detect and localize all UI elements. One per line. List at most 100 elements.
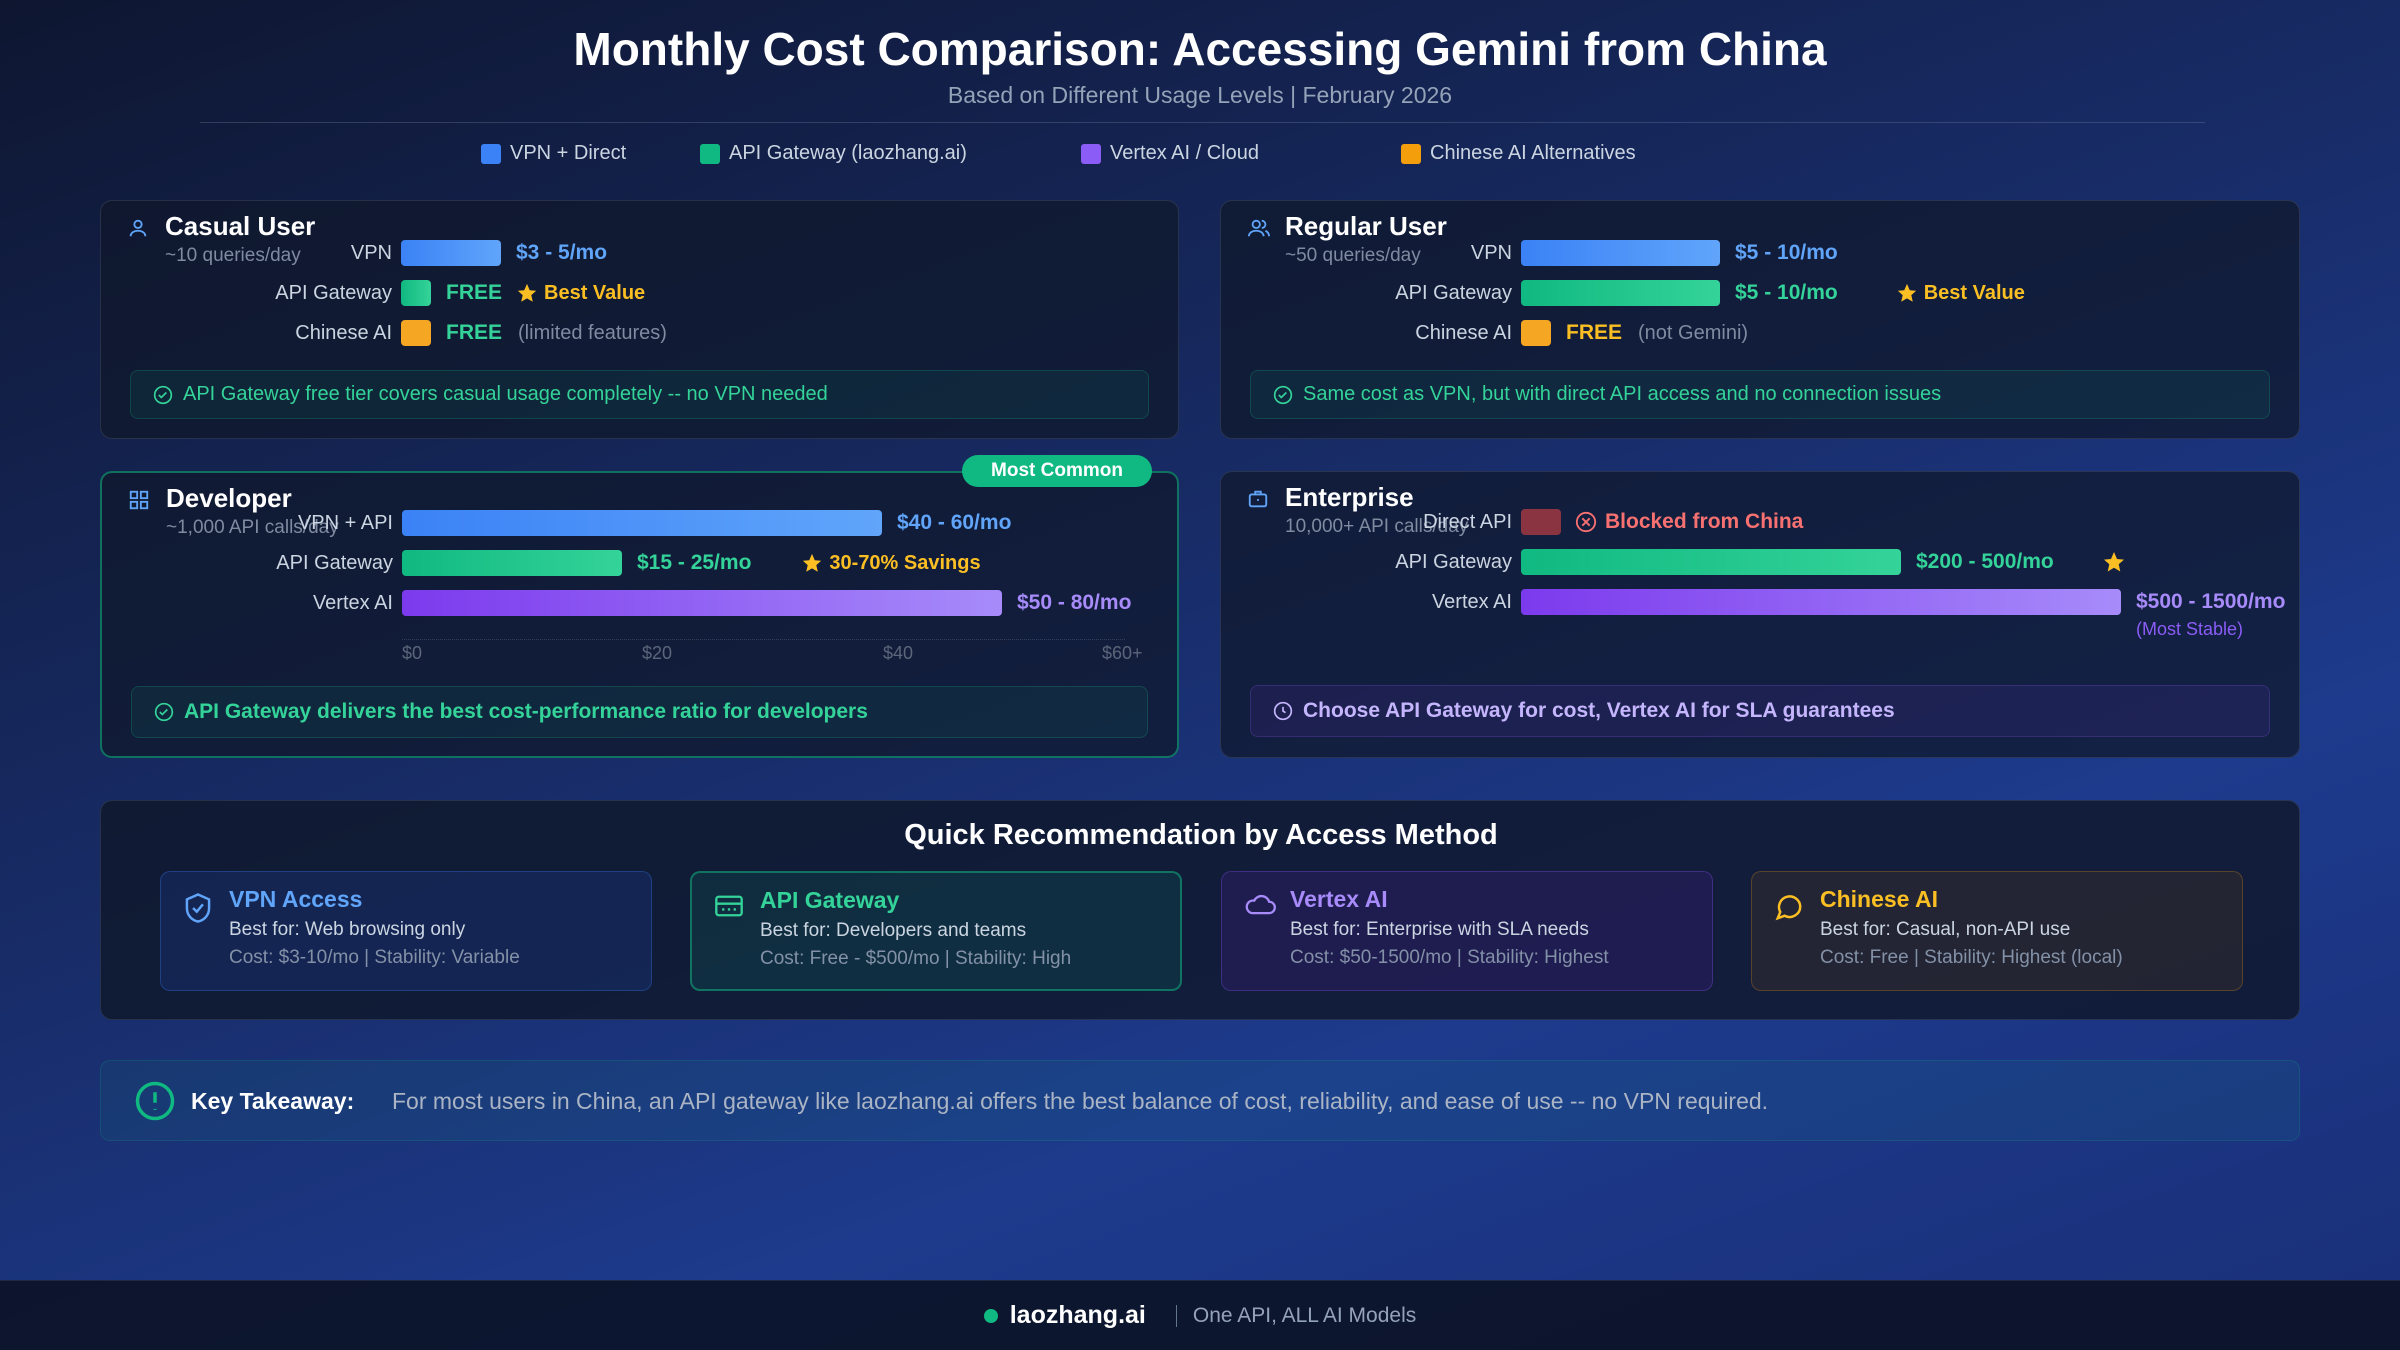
legend-label: VPN + Direct [510,142,627,164]
row-label: API Gateway [276,551,393,574]
row: API Gateway FREE Best Value [101,278,645,308]
takeaway: Key Takeaway: For most users in China, a… [100,1060,2300,1141]
row-value: $500 - 1500/mo [2136,590,2286,613]
row-label: API Gateway [1395,550,1512,573]
tagline: One API, ALL AI Models [1192,1303,1417,1327]
row-value: FREE [1566,321,1623,344]
axis-line [402,639,1125,640]
shield-icon [185,893,211,923]
note-text: API Gateway free tier covers casual usag… [183,383,828,405]
legend-item: Chinese AI Alternatives [1401,142,1636,165]
card-best-for: Best for: Casual, non-API use [1820,919,2071,940]
panel-title: Casual User [165,211,316,241]
brand-dot [983,1308,998,1323]
row-value: FREE [446,321,503,344]
legend-label: Chinese AI Alternatives [1430,142,1636,164]
row: Vertex AI $50 - 80/mo [102,588,1131,618]
bar [401,240,501,266]
card-details: Cost: Free - $500/mo | Stability: High [760,948,1072,969]
row: API Gateway $5 - 10/mo Best Value [1221,278,2025,308]
axis-label: $60+ [1102,643,1143,663]
best-label: Best Value [1923,281,2025,304]
panel-casual: Casual User ~10 queries/day VPN $3 - 5/mo… [100,200,1179,439]
best-tag: Best Value [1896,282,2025,305]
legend-item: VPN + Direct [481,142,626,165]
row: Chinese AI FREE (limited features) [101,318,667,348]
card-best-for: Best for: Developers and teams [760,920,1027,941]
note: Same cost as VPN, but with direct API ac… [1250,370,2270,419]
panel-developer: Most Common Developer ~1,000 API calls/d… [100,455,1179,758]
panel-subtitle: ~50 queries/day [1285,245,1421,266]
note-text: API Gateway delivers the best cost-perfo… [184,700,868,723]
legend-item: API Gateway (laozhang.ai) [700,142,967,165]
card: API Gateway Best for: Developers and tea… [690,871,1182,991]
recommendation-panel: Quick Recommendation by Access Method VP… [100,800,2300,1020]
card: Chinese AI Best for: Casual, non-API use… [1751,871,2243,991]
row-label: API Gateway [275,281,392,304]
legend-swatch [481,143,501,164]
icon [129,490,149,510]
row: VPN $3 - 5/mo [101,238,607,268]
row-value: $5 - 10/mo [1735,281,1838,304]
row-value: Blocked from China [1605,510,1804,533]
row: API Gateway $200 - 500/mo [1221,547,2126,577]
takeaway-label: Key Takeaway: [191,1088,355,1114]
row-label: API Gateway [1395,281,1512,304]
legend-item: Vertex AI / Cloud [1081,142,1259,165]
card-best-for: Best for: Web browsing only [229,919,466,940]
card-title: API Gateway [760,887,900,913]
panel-subtitle: ~1,000 API calls/day [166,517,339,538]
panel-title: Enterprise [1285,482,1414,512]
row-value: $40 - 60/mo [897,511,1012,534]
panel-title: Developer [166,483,292,513]
bar [1521,509,1561,535]
card-title: VPN Access [229,886,363,912]
subtitle: Based on Different Usage Levels | Februa… [947,82,1453,108]
best-label: 30-70% Savings [829,551,981,574]
separator [200,122,2205,123]
bar [1521,280,1720,306]
card-details: Cost: $3-10/mo | Stability: Variable [229,947,520,968]
row-value: $3 - 5/mo [516,241,608,264]
row-label: Chinese AI [1415,321,1512,344]
note: API Gateway delivers the best cost-perfo… [131,686,1148,738]
panel-title: Regular User [1285,211,1447,241]
legend-swatch [700,143,720,164]
bar [402,590,1002,616]
axis-label: $40 [883,643,914,663]
legend-swatch [1081,143,1101,164]
card-details: Cost: $50-1500/mo | Stability: Highest [1290,947,1609,968]
panel-regular: Regular User ~50 queries/day VPN $5 - 10/… [1220,200,2300,439]
card: VPN Access Best for: Web browsing only C… [160,871,652,991]
bar [402,510,882,536]
check-icon [153,385,173,404]
row-value: $5 - 10/mo [1735,241,1838,264]
blocked-icon [1575,511,1597,533]
row-extra: (limited features) [518,321,667,344]
check-icon [154,702,174,722]
legend-label: Vertex AI / Cloud [1110,142,1259,164]
cloud-icon [1245,894,1276,915]
bar [1521,320,1551,346]
panel-enterprise: Enterprise 10,000+ API calls/day Direct … [1220,471,2300,758]
row-label: VPN + API [297,511,393,534]
takeaway-text: For most users in China, an API gateway … [392,1088,1769,1114]
legend-label: API Gateway (laozhang.ai) [729,142,967,164]
star [803,553,822,572]
row: Vertex AI $500 - 1500/mo [1221,587,2285,617]
star [1897,283,1916,302]
best-tag: 30-70% Savings [801,551,981,575]
row-extra: (not Gemini) [1638,321,1749,344]
note: Choose API Gateway for cost, Vertex AI f… [1250,685,2270,737]
card-best-for: Best for: Enterprise with SLA needs [1290,919,1589,940]
title: Monthly Cost Comparison: Accessing Gemin… [573,23,1827,75]
row-value: $15 - 25/mo [637,551,752,574]
row-value: FREE [446,281,503,304]
note-text: Choose API Gateway for cost, Vertex AI f… [1303,699,1895,722]
note: API Gateway free tier covers casual usag… [130,370,1149,419]
note-text: Same cost as VPN, but with direct API ac… [1303,383,1942,405]
bar [402,550,622,576]
section-title: Quick Recommendation by Access Method [904,819,1498,851]
row-extra: (Most Stable) [2136,619,2244,639]
row: Direct API Blocked from China [1221,507,1803,537]
